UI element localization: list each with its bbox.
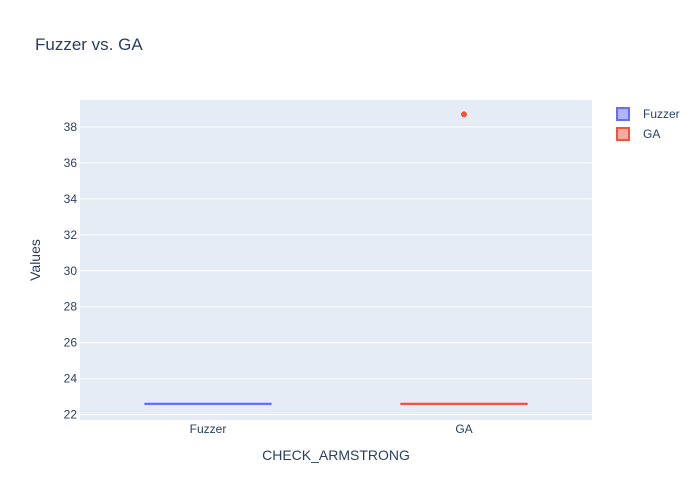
- chart-title: Fuzzer vs. GA: [35, 35, 143, 54]
- y-tick-labels: 22 24 26 28 30 32 34 36 38: [64, 120, 78, 422]
- legend-item-fuzzer[interactable]: Fuzzer: [616, 107, 680, 121]
- y-tick-label: 22: [64, 408, 78, 422]
- outlier-point: [461, 111, 467, 118]
- box-ga: [400, 111, 528, 405]
- y-tick-label: 38: [64, 120, 78, 134]
- legend-swatch: [616, 107, 630, 121]
- x-tick-labels: Fuzzer GA: [190, 422, 473, 436]
- y-gridlines: [80, 126, 592, 416]
- y-tick-label: 36: [64, 156, 78, 170]
- y-tick-label: 28: [64, 300, 78, 314]
- legend-swatch: [616, 127, 630, 141]
- y-tick-label: 26: [64, 336, 78, 350]
- y-tick-label: 24: [64, 372, 78, 386]
- y-axis-title: Values: [27, 239, 43, 281]
- legend-label: GA: [643, 127, 660, 141]
- x-tick-label: Fuzzer: [190, 422, 227, 436]
- plot-area: [80, 100, 592, 420]
- x-axis-title: CHECK_ARMSTRONG: [262, 447, 410, 463]
- legend-item-ga[interactable]: GA: [616, 127, 660, 141]
- legend-label: Fuzzer: [643, 107, 680, 121]
- y-tick-label: 32: [64, 228, 78, 242]
- y-tick-label: 34: [64, 192, 78, 206]
- y-tick-label: 30: [64, 264, 78, 278]
- legend: Fuzzer GA: [616, 107, 680, 141]
- x-tick-label: GA: [455, 422, 472, 436]
- box-series: [144, 111, 528, 405]
